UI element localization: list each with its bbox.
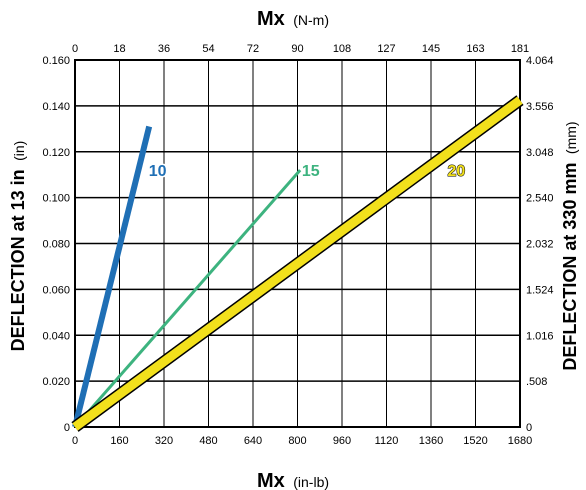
right-tick-label: 1.524 — [526, 284, 554, 296]
bottom-tick-label: 640 — [244, 435, 262, 447]
bottom-tick-label: 160 — [110, 435, 128, 447]
bottom-tick-label: 0 — [72, 435, 78, 447]
top-tick-label: 145 — [422, 43, 440, 55]
top-axis-title: Mx (N-m) — [257, 8, 329, 30]
plot-frame — [74, 59, 521, 428]
left-tick-label: 0.100 — [42, 193, 70, 205]
series-layer: 10 15 20 — [71, 95, 524, 432]
series-line-20 — [72, 96, 523, 431]
top-tick-label: 163 — [466, 43, 484, 55]
top-tick-label: 90 — [291, 43, 303, 55]
bottom-tick-label: 480 — [199, 435, 217, 447]
left-tick-label: 0.040 — [42, 330, 70, 342]
bottom-tick-label: 960 — [333, 435, 351, 447]
right-tick-label: 4.064 — [526, 55, 554, 67]
bottom-tick-label: 1680 — [508, 435, 532, 447]
right-axis-title: DEFLECTION at 330 mm (mm) — [560, 121, 580, 370]
left-tick-label: 0 — [64, 422, 70, 434]
right-tick-label: 2.032 — [526, 239, 554, 251]
series-label-20: 20 — [448, 163, 466, 180]
right-tick-label: 3.556 — [526, 101, 554, 113]
top-tick-label: 54 — [202, 43, 214, 55]
series-line-15 — [73, 169, 302, 428]
top-tick-label: 0 — [72, 43, 78, 55]
left-tick-label: 0.080 — [42, 239, 70, 251]
left-tick-label: 0.060 — [42, 284, 70, 296]
left-tick-label: 0.140 — [42, 101, 70, 113]
bottom-tick-label: 320 — [155, 435, 173, 447]
bottom-tick-label: 1120 — [375, 435, 399, 447]
right-tick-label: .508 — [526, 376, 547, 388]
right-tick-label: 2.540 — [526, 193, 554, 205]
top-tick-label: 108 — [333, 43, 351, 55]
top-tick-label: 18 — [113, 43, 125, 55]
bottom-axis-title: Mx (in-lb) — [257, 470, 329, 490]
top-tick-label: 127 — [377, 43, 395, 55]
left-tick-label: 0.160 — [42, 55, 70, 67]
top-tick-label: 181 — [511, 43, 529, 55]
series-line-10 — [72, 125, 153, 428]
top-tick-label: 36 — [158, 43, 170, 55]
bottom-tick-label: 800 — [288, 435, 306, 447]
plot-grid — [74, 59, 521, 428]
series-label-10: 10 — [149, 163, 167, 180]
right-tick-label: 3.048 — [526, 147, 554, 159]
bottom-tick-label: 1360 — [419, 435, 443, 447]
left-tick-label: 0.020 — [42, 376, 70, 388]
right-tick-label: 1.016 — [526, 330, 554, 342]
top-tick-label: 72 — [247, 43, 259, 55]
left-tick-label: 0.120 — [42, 147, 70, 159]
series-label-15: 15 — [302, 163, 320, 180]
bottom-tick-label: 1520 — [463, 435, 487, 447]
left-axis-title: DEFLECTION at 13 in (in) — [8, 141, 28, 352]
right-tick-label: 0 — [526, 422, 532, 434]
